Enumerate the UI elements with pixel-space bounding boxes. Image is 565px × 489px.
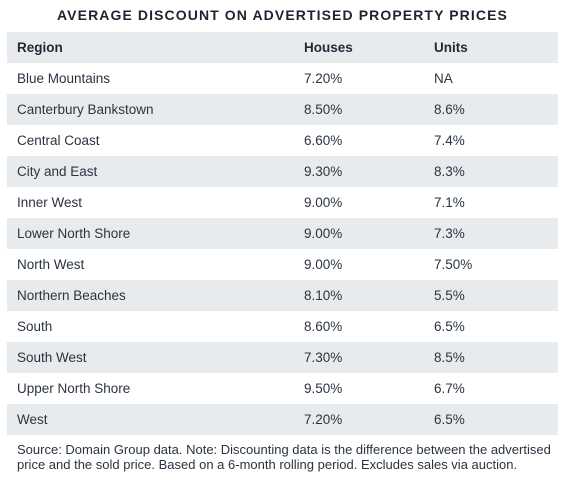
column-header-units: Units [434, 32, 558, 63]
table-row: Lower North Shore 9.00% 7.3% [7, 218, 558, 249]
table-row: City and East 9.30% 8.3% [7, 156, 558, 187]
column-header-houses: Houses [304, 32, 434, 63]
units-cell: 5.5% [434, 280, 558, 311]
houses-cell: 9.00% [304, 218, 434, 249]
table-header-row: Region Houses Units [7, 32, 558, 63]
houses-cell: 8.60% [304, 319, 343, 334]
houses-cell: 8.50% [304, 94, 434, 125]
region-cell: Blue Mountains [17, 71, 111, 86]
houses-cell: 6.60% [304, 133, 343, 148]
houses-cell: 8.10% [304, 280, 434, 311]
table-row: South West 7.30% 8.5% [7, 342, 558, 373]
houses-cell: 7.20% [304, 71, 343, 86]
units-cell: 7.3% [434, 218, 558, 249]
region-cell: South West [7, 342, 304, 373]
region-cell: North West [17, 257, 85, 272]
table-row: Inner West 9.00% 7.1% [7, 187, 558, 218]
units-cell: 7.50% [434, 257, 473, 272]
table-title: AVERAGE DISCOUNT ON ADVERTISED PROPERTY … [57, 7, 508, 23]
units-cell: 8.5% [434, 342, 558, 373]
region-cell: Lower North Shore [7, 218, 304, 249]
units-cell: 8.3% [434, 156, 558, 187]
column-header-region: Region [7, 32, 304, 63]
table-row: West 7.20% 6.5% [7, 404, 558, 435]
units-cell: 7.4% [434, 133, 465, 148]
houses-cell: 7.30% [304, 342, 434, 373]
region-cell: Canterbury Bankstown [7, 94, 304, 125]
units-cell: 6.7% [434, 381, 465, 396]
table-row: Upper North Shore 9.50% 6.7% [7, 373, 558, 404]
discount-table: Region Houses Units Blue Mountains 7.20%… [7, 32, 558, 435]
table-row: South 8.60% 6.5% [7, 311, 558, 342]
table-row: Canterbury Bankstown 8.50% 8.6% [7, 94, 558, 125]
table-row: Central Coast 6.60% 7.4% [7, 125, 558, 156]
units-cell: NA [434, 71, 453, 86]
units-cell: 8.6% [434, 94, 558, 125]
region-cell: Central Coast [17, 133, 100, 148]
table-row: North West 9.00% 7.50% [7, 249, 558, 280]
houses-cell: 7.20% [304, 404, 434, 435]
region-cell: South [17, 319, 53, 334]
region-cell: City and East [7, 156, 304, 187]
source-note: Source: Domain Group data. Note: Discoun… [17, 442, 551, 472]
units-cell: 6.5% [434, 404, 558, 435]
region-cell: West [7, 404, 304, 435]
houses-cell: 9.00% [304, 195, 343, 210]
region-cell: Upper North Shore [17, 381, 131, 396]
table-row: Blue Mountains 7.20% NA [7, 63, 558, 94]
houses-cell: 9.30% [304, 156, 434, 187]
houses-cell: 9.50% [304, 381, 343, 396]
houses-cell: 9.00% [304, 257, 343, 272]
units-cell: 6.5% [434, 319, 465, 334]
region-cell: Northern Beaches [7, 280, 304, 311]
table-row: Northern Beaches 8.10% 5.5% [7, 280, 558, 311]
units-cell: 7.1% [434, 195, 465, 210]
region-cell: Inner West [17, 195, 83, 210]
